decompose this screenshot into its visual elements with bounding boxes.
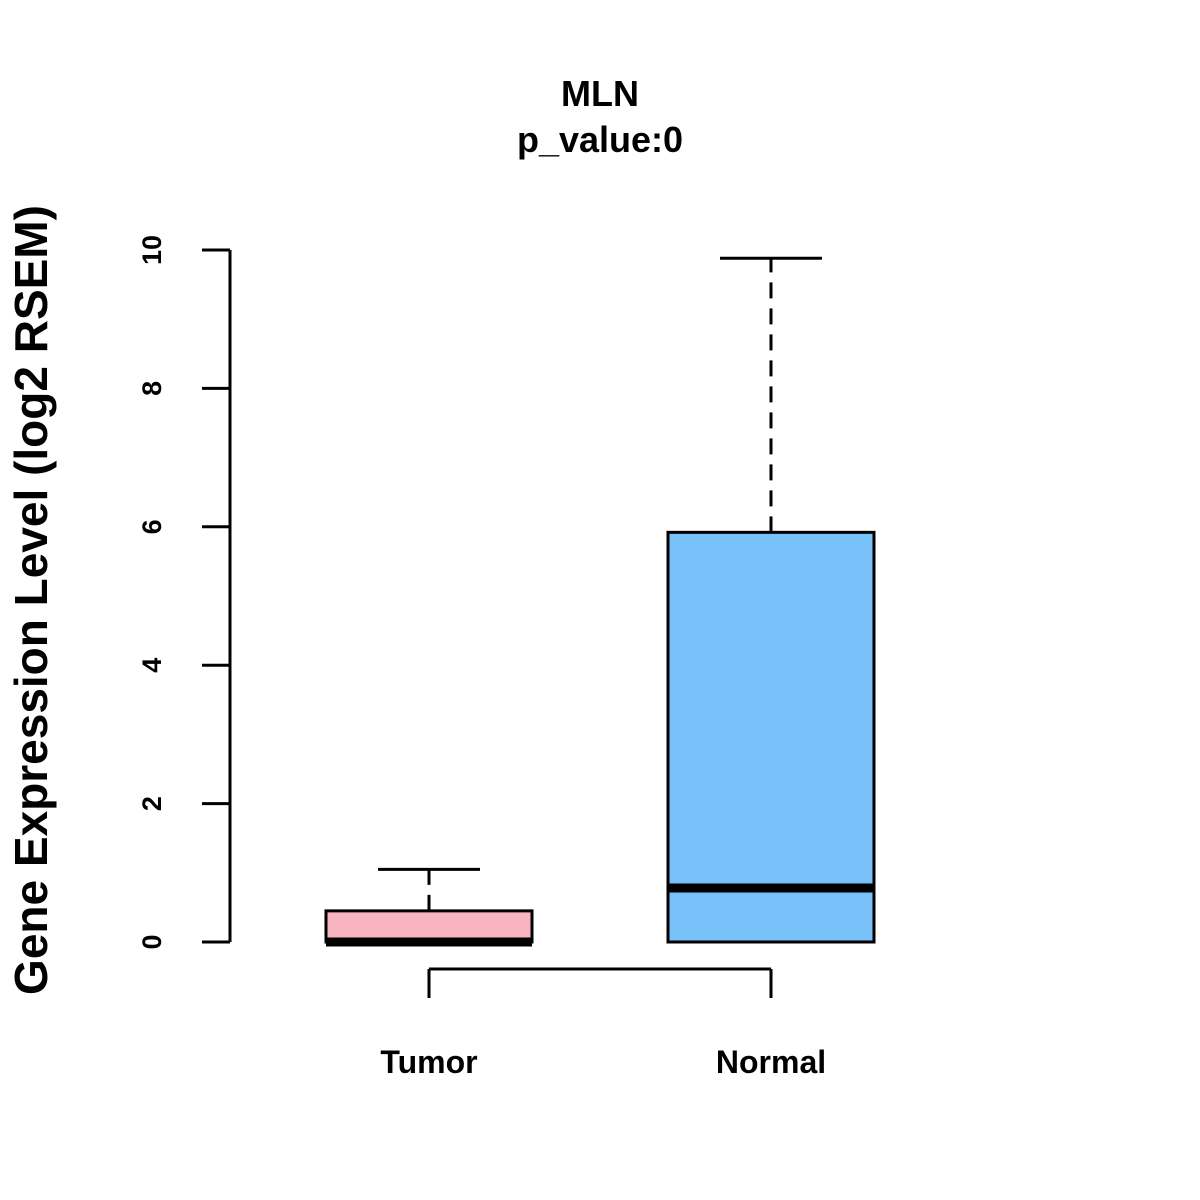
box-tumor [324, 867, 534, 947]
category-labels: Tumor Normal [380, 1044, 826, 1080]
x-category-label: Tumor [380, 1044, 477, 1080]
chart-title: MLN [561, 73, 639, 114]
box-body [666, 530, 876, 944]
y-axis: 0 2 4 6 8 10 [137, 235, 232, 950]
x-category-label: Normal [716, 1044, 826, 1080]
y-tick-label: 2 [137, 796, 167, 811]
y-tick-label: 8 [137, 381, 167, 396]
y-axis-label: Gene Expression Level (log2 RSEM) [5, 205, 57, 995]
chart-subtitle: p_value:0 [517, 119, 683, 160]
comparison-bracket [427, 967, 773, 998]
y-tick-label: 4 [137, 658, 167, 673]
y-tick-label: 10 [137, 235, 167, 265]
y-tick-label: 6 [137, 519, 167, 534]
box-normal [666, 256, 876, 944]
box-body [324, 909, 534, 944]
box-group [324, 256, 876, 947]
y-tick-label: 0 [137, 934, 167, 949]
